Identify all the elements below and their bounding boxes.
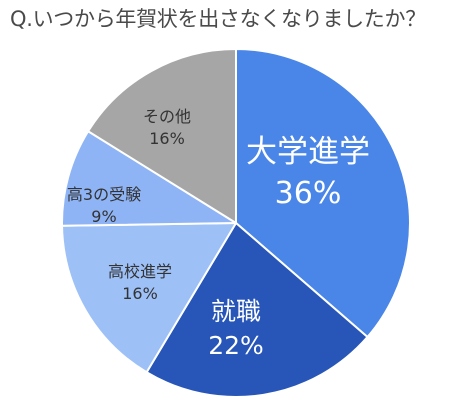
slice-value-label: 36% xyxy=(275,176,342,211)
pie-labels: 大学進学 36% 就職 22% 高校進学 16% 高3の受験 9% その他 16% xyxy=(67,107,370,360)
slice-category-label: その他 xyxy=(143,107,191,126)
pie-slice xyxy=(235,48,411,338)
pie-slices xyxy=(61,48,411,398)
pie-slice xyxy=(145,222,369,398)
slice-value-label: 16% xyxy=(122,284,158,303)
slice-category-label: 高3の受験 xyxy=(67,185,141,204)
pie-slice xyxy=(61,130,237,227)
slice-category-label: 高校進学 xyxy=(108,262,172,281)
slice-value-label: 16% xyxy=(149,129,185,148)
slice-value-label: 9% xyxy=(91,207,116,226)
chart-title: Q.いつから年賀状を出さなくなりましたか？ xyxy=(10,7,426,31)
slice-label: その他 16% xyxy=(143,107,191,148)
pie-slice xyxy=(87,48,237,224)
slice-category-label: 就職 xyxy=(211,297,261,326)
slice-label: 大学進学 36% xyxy=(246,134,370,211)
slice-value-label: 22% xyxy=(208,331,264,360)
pie-slice xyxy=(61,222,237,374)
slice-label: 高3の受験 9% xyxy=(67,185,141,226)
slice-label: 就職 22% xyxy=(208,297,264,360)
slice-label: 高校進学 16% xyxy=(108,262,172,303)
slice-category-label: 大学進学 xyxy=(246,134,370,170)
